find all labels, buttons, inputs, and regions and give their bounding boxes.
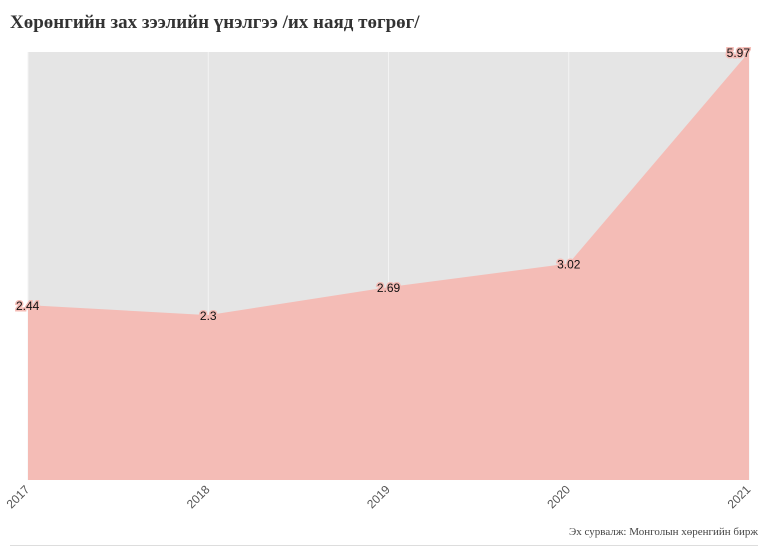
x-tick-label: 2019 xyxy=(364,482,393,511)
x-tick-label: 2017 xyxy=(4,482,33,511)
data-label: 2.44 xyxy=(16,299,40,313)
data-labels: 2.44 2.3 2.69 3.02 5.97 xyxy=(15,45,752,325)
x-axis-tick-labels: 2017 2018 2019 2020 2021 xyxy=(4,482,754,511)
area-series xyxy=(28,52,749,480)
data-label: 2.3 xyxy=(200,309,217,323)
data-label: 2.69 xyxy=(377,281,401,295)
divider xyxy=(10,545,758,546)
x-tick-label: 2018 xyxy=(184,482,213,511)
chart-title: Хөрөнгийн зах зээлийн үнэлгээ /их наяд т… xyxy=(10,12,420,33)
x-tick-label: 2021 xyxy=(725,482,754,511)
data-label: 3.02 xyxy=(557,257,581,271)
x-tick-label: 2020 xyxy=(544,482,573,511)
source-note: Эх сурвалж: Монголын хөренгийн бирж xyxy=(569,526,758,538)
data-label: 5.97 xyxy=(727,46,751,60)
